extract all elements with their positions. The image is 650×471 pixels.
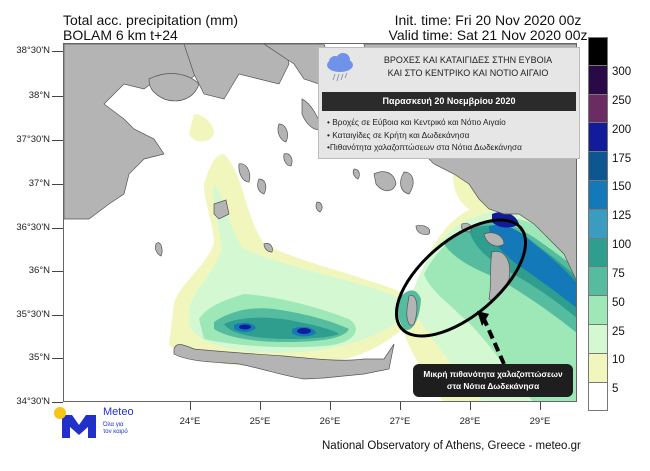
init-time: Init. time: Fri 20 Nov 2020 00z xyxy=(394,12,582,28)
colorbar-bin xyxy=(588,209,608,239)
hail-risk-ellipse xyxy=(394,218,528,338)
title-line-2: BOLAM 6 km t+24 xyxy=(63,27,178,43)
lat-tick xyxy=(52,228,63,229)
logo-tagline: Όλα για τον καιρό xyxy=(103,422,128,436)
colorbar-label: 25 xyxy=(612,326,625,338)
lat-label: 35°N xyxy=(28,352,50,363)
lat-tick xyxy=(52,358,63,359)
lon-tick xyxy=(400,402,401,410)
colorbar-label: 150 xyxy=(612,181,632,193)
chart-title: Total acc. precipitation (mm) BOLAM 6 km… xyxy=(63,13,238,43)
colorbar-label: 50 xyxy=(612,297,625,309)
dashed-arrow-icon xyxy=(477,311,506,365)
colorbar-label: 125 xyxy=(612,210,632,222)
lat-label: 38°30'N xyxy=(16,45,50,56)
logo-brand: Meteo xyxy=(103,406,134,418)
lat-label: 37°30'N xyxy=(16,134,50,145)
lon-tick xyxy=(330,402,331,410)
colorbar-bin xyxy=(588,353,608,383)
colorbar-label: 5 xyxy=(612,383,619,395)
lon-label: 25°E xyxy=(249,416,271,427)
lat-tick xyxy=(52,96,63,97)
colorbar-label: 250 xyxy=(612,95,632,107)
colorbar-bin xyxy=(588,123,608,153)
lat-tick xyxy=(52,140,63,141)
lon-label: 26°E xyxy=(319,416,341,427)
lon-label: 27°E xyxy=(389,416,411,427)
rain-cloud-icon xyxy=(327,53,353,82)
lat-tick xyxy=(52,271,63,272)
colorbar-label: 75 xyxy=(612,268,625,280)
colorbar-bin xyxy=(588,152,608,181)
colorbar-bin xyxy=(588,296,608,325)
title-line-1: Total acc. precipitation (mm) xyxy=(63,12,239,28)
callout-line-2: στα Νότια Δωδεκάνησα xyxy=(446,381,540,391)
colorbar-bin xyxy=(588,65,608,95)
valid-time: Valid time: Sat 21 Nov 2020 00z xyxy=(388,27,588,43)
colorbar xyxy=(588,37,608,412)
info-date-bar: Παρασκευή 20 Νοεμβρίου 2020 xyxy=(322,92,576,111)
time-info: Init. time: Fri 20 Nov 2020 00z Valid ti… xyxy=(378,13,598,43)
info-heading-line-1: ΒΡΟΧΕΣ ΚΑΙ ΚΑΤΑΙΓΙΔΕΣ ΣΤΗΝ ΕΥΒΟΙΑ xyxy=(383,55,553,65)
colorbar-bin xyxy=(588,324,608,354)
precip-field xyxy=(169,114,576,401)
lon-label: 28°E xyxy=(459,416,481,427)
lat-tick xyxy=(52,184,63,185)
lat-tick xyxy=(52,51,63,52)
colorbar-label: 300 xyxy=(612,66,632,78)
lon-tick xyxy=(470,402,471,410)
logo-tagline-line-1: Όλα για xyxy=(103,422,124,428)
colorbar-bin xyxy=(588,382,608,412)
info-bullet: • Βροχές σε Εύβοια και Κεντρικό και Νότι… xyxy=(327,117,506,127)
forecast-summary-box: ΒΡΟΧΕΣ ΚΑΙ ΚΑΤΑΙΓΙΔΕΣ ΣΤΗΝ ΕΥΒΟΙΑ ΚΑΙ ΣΤ… xyxy=(318,47,580,159)
meteo-logo-icon xyxy=(54,407,96,438)
hail-callout: Μικρή πιθανότητα χαλαζοπτώσεων στα Νότια… xyxy=(413,364,573,397)
colorbar-label: 10 xyxy=(612,354,625,366)
logo-tagline-line-2: τον καιρό xyxy=(103,429,128,435)
colorbar-label: 175 xyxy=(612,153,632,165)
info-bullet: •Πιθανότητα χαλαζοπτώσεων στα Νότια Δωδε… xyxy=(327,142,522,152)
colorbar-bin xyxy=(588,267,608,297)
lat-label: 36°30'N xyxy=(16,222,50,233)
colorbar-bin xyxy=(588,238,608,268)
info-heading: ΒΡΟΧΕΣ ΚΑΙ ΚΑΤΑΙΓΙΔΕΣ ΣΤΗΝ ΕΥΒΟΙΑ ΚΑΙ ΣΤ… xyxy=(359,54,577,80)
lon-label: 29°E xyxy=(529,416,551,427)
colorbar-label: 100 xyxy=(612,239,632,251)
footer-credit: National Observatory of Athens, Greece -… xyxy=(322,440,581,452)
lon-label: 24°E xyxy=(179,416,201,427)
info-heading-line-2: ΚΑΙ ΣΤΟ ΚΕΝΤΡΙΚΟ ΚΑΙ ΝΟΤΙΟ ΑΙΓΑΙΟ xyxy=(387,68,549,78)
lat-tick xyxy=(52,402,63,403)
colorbar-bin xyxy=(588,94,608,124)
colorbar-label: 200 xyxy=(612,124,632,136)
info-bullet-list: • Βροχές σε Εύβοια και Κεντρικό και Νότι… xyxy=(327,116,522,154)
lon-tick xyxy=(190,402,191,410)
lat-label: 38°N xyxy=(28,90,50,101)
callout-line-1: Μικρή πιθανότητα χαλαζοπτώσεων xyxy=(423,369,563,379)
colorbar-bin xyxy=(588,37,608,66)
lat-tick xyxy=(52,315,63,316)
colorbar-bin xyxy=(588,180,608,210)
lon-tick xyxy=(260,402,261,410)
lat-label: 35°30'N xyxy=(16,309,50,320)
lon-tick xyxy=(540,402,541,410)
lat-label: 34°30'N xyxy=(16,396,50,407)
info-bullet: • Καταιγίδες σε Κρήτη και Δωδεκάνησα xyxy=(327,129,470,140)
lat-label: 37°N xyxy=(28,178,50,189)
lat-label: 36°N xyxy=(28,265,50,276)
